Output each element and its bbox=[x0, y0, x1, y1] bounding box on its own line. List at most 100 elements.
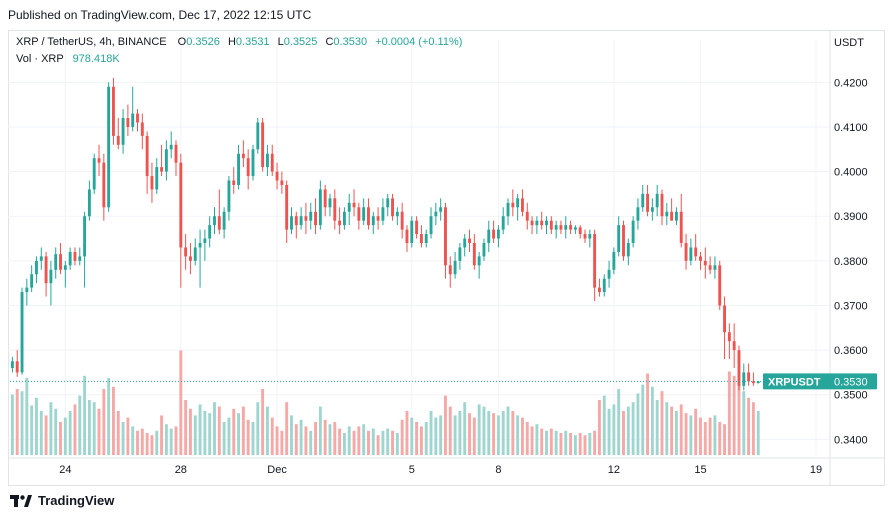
volume-bar bbox=[188, 408, 192, 455]
candle-body bbox=[756, 381, 760, 384]
candle-body bbox=[516, 198, 520, 208]
candle-body bbox=[386, 198, 390, 208]
volume-bar bbox=[338, 428, 342, 455]
y-tick-label: 0.3500 bbox=[834, 390, 868, 402]
volume-bar bbox=[232, 408, 236, 455]
candle-body bbox=[559, 225, 563, 230]
candle-body bbox=[641, 193, 645, 208]
volume-bar bbox=[347, 426, 351, 455]
y-tick-label: 0.3700 bbox=[834, 300, 868, 312]
candle-body bbox=[458, 247, 462, 261]
candle-body bbox=[472, 242, 476, 266]
volume-bar bbox=[612, 404, 616, 455]
volume-bar bbox=[434, 417, 438, 455]
volume-bar bbox=[49, 402, 53, 455]
ohlc-legend: XRP / TetherUS, 4h, BINANCE O0.3526 H0.3… bbox=[16, 36, 462, 48]
candle-body bbox=[718, 265, 722, 306]
candle-body bbox=[136, 113, 139, 123]
candle-body bbox=[97, 158, 101, 163]
tradingview-brand: TradingView bbox=[38, 493, 115, 508]
volume-bar bbox=[217, 406, 221, 455]
candle-body bbox=[184, 247, 188, 257]
candle-body bbox=[713, 265, 717, 270]
currency-label: USDT bbox=[834, 37, 864, 49]
candle-body bbox=[102, 162, 106, 208]
candle-body bbox=[655, 193, 659, 208]
volume-bar bbox=[54, 408, 58, 455]
volume-bar bbox=[602, 395, 606, 455]
x-tick-label: 19 bbox=[810, 464, 822, 476]
candle-body bbox=[107, 86, 111, 208]
volume-bar bbox=[10, 394, 14, 455]
volume-bar bbox=[516, 415, 520, 455]
volume-bar bbox=[261, 389, 265, 455]
volume-bar bbox=[646, 373, 650, 455]
candle-body bbox=[314, 211, 317, 226]
candle-body bbox=[477, 256, 481, 266]
volume-bar bbox=[511, 411, 515, 455]
volume-bar bbox=[622, 411, 625, 455]
volume-bar bbox=[641, 384, 645, 455]
candle-body bbox=[246, 158, 250, 177]
volume-bar bbox=[732, 375, 736, 455]
volume-bar bbox=[314, 422, 317, 455]
candle-body bbox=[684, 242, 688, 261]
candle-body bbox=[569, 225, 573, 230]
candle-body bbox=[131, 113, 135, 127]
volume-bar bbox=[545, 430, 548, 455]
close-label: C bbox=[325, 36, 334, 48]
volume-bar bbox=[357, 426, 361, 455]
volume-bar bbox=[448, 406, 452, 455]
volume-bar bbox=[458, 411, 462, 455]
volume-bar bbox=[246, 419, 250, 455]
volume-bar bbox=[59, 422, 62, 455]
volume-bar bbox=[492, 413, 496, 455]
footer[interactable]: TradingView bbox=[10, 493, 114, 508]
candle-body bbox=[511, 202, 515, 208]
volume-bars bbox=[10, 350, 760, 455]
candle-body bbox=[121, 118, 125, 145]
volume-bar bbox=[583, 435, 587, 455]
candle-body bbox=[674, 211, 678, 221]
volume-bar bbox=[44, 415, 48, 455]
volume-bar bbox=[265, 406, 269, 455]
volume-bar bbox=[419, 426, 423, 455]
candle-body bbox=[492, 229, 496, 239]
candle-body bbox=[290, 216, 293, 230]
low-value: 0.3525 bbox=[283, 36, 318, 48]
candle-body bbox=[193, 247, 197, 261]
candle-body bbox=[747, 372, 751, 382]
candle-body bbox=[63, 265, 67, 270]
candle-body bbox=[588, 234, 592, 239]
volume-bar bbox=[415, 422, 419, 455]
candle-body bbox=[35, 260, 38, 275]
volume-bar bbox=[367, 430, 370, 455]
candle-body bbox=[169, 144, 173, 150]
candle-body bbox=[391, 198, 394, 217]
candle-body bbox=[496, 229, 500, 239]
candle-body bbox=[545, 220, 548, 226]
volume-bar bbox=[227, 417, 231, 455]
volume-bar bbox=[496, 415, 500, 455]
open-label: O bbox=[177, 36, 187, 48]
volume-bar bbox=[280, 430, 284, 455]
volume-bar bbox=[294, 424, 298, 455]
last-price-tag-box bbox=[763, 373, 877, 390]
x-tick-label: 28 bbox=[175, 464, 187, 476]
volume-bar bbox=[309, 430, 313, 455]
volume-bar bbox=[569, 433, 573, 455]
volume-bar bbox=[487, 411, 491, 455]
volume-bar bbox=[713, 415, 717, 455]
volume-bar bbox=[607, 408, 611, 455]
candle-body bbox=[270, 153, 274, 172]
candle-body bbox=[73, 251, 77, 261]
volume-bar bbox=[140, 428, 144, 455]
candle-body bbox=[723, 305, 726, 333]
candle-body bbox=[732, 341, 736, 351]
candle-body bbox=[20, 292, 24, 373]
published-caption: Published on TradingView.com, Dec 17, 20… bbox=[8, 8, 312, 22]
volume-bar bbox=[126, 417, 130, 455]
volume-value: 978.418K bbox=[72, 53, 120, 65]
candle-body bbox=[145, 135, 149, 177]
